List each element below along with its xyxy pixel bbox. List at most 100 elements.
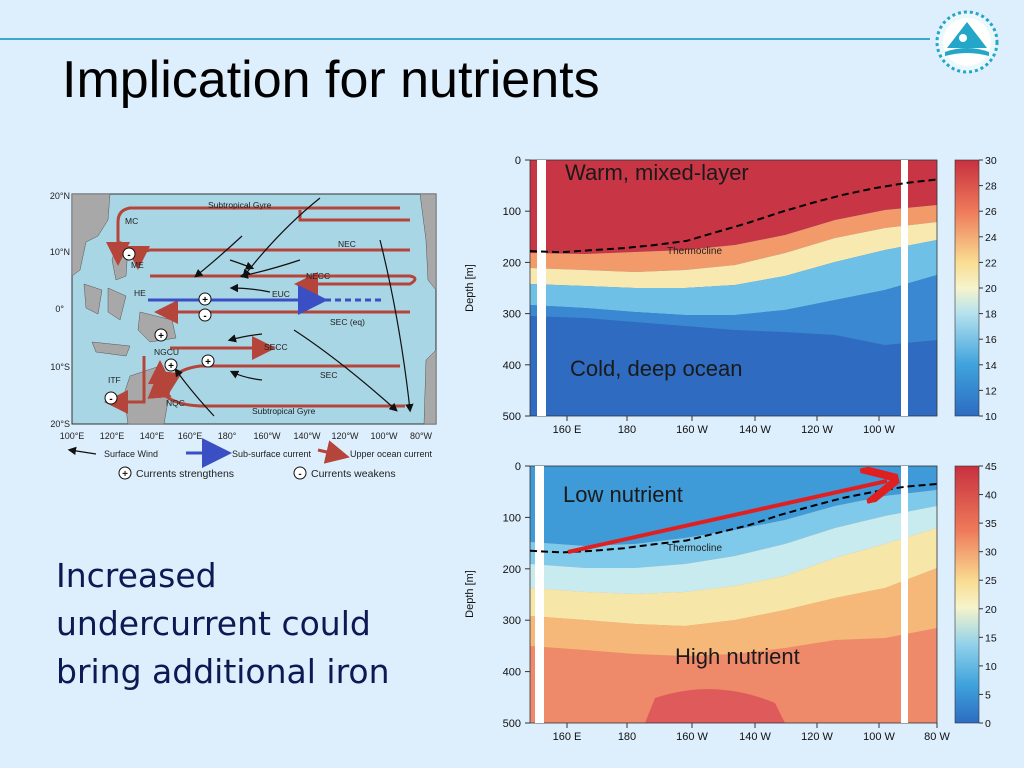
colorbar <box>954 465 980 724</box>
legend-upper: Upper ocean current <box>350 449 433 459</box>
minus-sign: - <box>127 250 130 261</box>
colorbar-tick-label: 22 <box>985 257 997 269</box>
current-strengthens-marker <box>198 292 212 306</box>
colorbar <box>954 159 980 417</box>
thermocline-line <box>529 178 938 254</box>
annotation-low-nutrient: Low nutrient <box>563 482 683 507</box>
nutrient-section-chart: Thermocline Low nutrient High nutrient 0… <box>464 461 997 743</box>
colorbar-tick-label: 45 <box>985 461 997 473</box>
lat-label: 20°S <box>50 419 70 429</box>
slide-title: Implication for nutrients <box>62 51 600 109</box>
title-underline <box>0 38 930 40</box>
legend-plus: + <box>122 469 128 480</box>
current-strengthens-marker <box>201 354 215 368</box>
missing-data-strip <box>535 466 544 723</box>
legend-surface-wind: Surface Wind <box>104 449 158 459</box>
minus-sign: - <box>109 394 112 405</box>
missing-data-strip <box>901 466 908 723</box>
thermocline-label: Thermocline <box>667 246 722 257</box>
current-label: ITF <box>108 375 121 385</box>
y-tick-label: 0 <box>515 155 521 167</box>
x-tick-label: 100 W <box>863 424 895 436</box>
colorbar-tick-label: 30 <box>985 547 997 559</box>
x-tick-label: 160 W <box>676 424 708 436</box>
y-tick-label: 500 <box>503 718 521 730</box>
surface-winds <box>174 197 414 417</box>
current-label: NQC <box>166 398 185 408</box>
current-weakens-marker <box>122 247 136 261</box>
current-label: Subtropical Gyre <box>252 406 316 416</box>
lon-label: 140°E <box>140 431 165 441</box>
lon-label: 140°W <box>293 431 321 441</box>
y-tick-label: 200 <box>503 257 521 269</box>
y-axis-label: Depth [m] <box>464 570 476 618</box>
lon-label: 100°E <box>60 431 85 441</box>
annotation-warm-layer: Warm, mixed-layer <box>565 160 749 185</box>
lon-label: 80°W <box>410 431 433 441</box>
colorbar-tick-label: 14 <box>985 360 997 372</box>
colorbar-tick-label: 15 <box>985 632 997 644</box>
colorbar-tick-label: 24 <box>985 232 997 244</box>
lon-label: 120°W <box>331 431 359 441</box>
plus-sign: + <box>205 357 211 368</box>
map-legend: Surface Wind Sub-surface current Upper o… <box>67 438 433 480</box>
x-tick-label: 80 W <box>924 731 950 743</box>
colorbar-tick-label: 25 <box>985 575 997 587</box>
x-tick-label: 120 W <box>801 424 833 436</box>
slide-body-text: Increased undercurrent could bring addit… <box>56 556 390 691</box>
current-label: HE <box>134 288 146 298</box>
lon-label: 180° <box>218 431 237 441</box>
y-tick-label: 500 <box>503 411 521 423</box>
y-tick-label: 400 <box>503 667 521 679</box>
current-weakens-marker <box>104 391 118 405</box>
plus-sign: + <box>202 295 208 306</box>
colorbar-tick-label: 10 <box>985 661 997 673</box>
x-tick-label: 180 <box>618 424 636 436</box>
y-tick-label: 100 <box>503 512 521 524</box>
missing-data-strip <box>901 160 908 416</box>
y-tick-label: 300 <box>503 615 521 627</box>
colorbar-tick-label: 12 <box>985 385 997 397</box>
colorbar-tick-label: 20 <box>985 283 997 295</box>
lat-label: 10°N <box>50 247 70 257</box>
current-label: EUC <box>272 289 290 299</box>
legend-minus: - <box>298 469 301 480</box>
annotation-high-nutrient: High nutrient <box>675 644 800 669</box>
current-label: NGCU <box>154 347 179 357</box>
thermocline-label: Thermocline <box>667 543 722 554</box>
lon-label: 100°W <box>370 431 398 441</box>
current-label: SEC <box>320 370 337 380</box>
colorbar-tick-label: 26 <box>985 206 997 218</box>
legend-subsurface: Sub-surface current <box>232 449 312 459</box>
current-label: NECC <box>306 271 330 281</box>
plus-sign: + <box>158 331 164 342</box>
lat-label: 0° <box>55 304 64 314</box>
colorbar-tick-label: 30 <box>985 155 997 167</box>
colorbar-tick-label: 35 <box>985 518 997 530</box>
x-tick-label: 180 <box>618 731 636 743</box>
colorbar-tick-label: 40 <box>985 490 997 502</box>
lon-label: 120°E <box>100 431 125 441</box>
legend-weakens: Currents weakens <box>311 468 396 480</box>
y-tick-label: 300 <box>503 309 521 321</box>
current-strengthens-marker <box>164 358 178 372</box>
x-tick-label: 120 W <box>801 731 833 743</box>
current-label: MC <box>125 216 138 226</box>
minus-sign: - <box>203 311 206 322</box>
plus-sign: + <box>168 361 174 372</box>
temperature-section-chart: Thermocline Warm, mixed-layer Cold, deep… <box>464 155 997 436</box>
colorbar-tick-label: 5 <box>985 689 991 701</box>
colorbar-tick-label: 20 <box>985 604 997 616</box>
x-tick-label: 140 W <box>739 424 771 436</box>
x-tick-label: 160 E <box>553 731 582 743</box>
colorbar-tick-label: 18 <box>985 309 997 321</box>
colorbar-tick-label: 10 <box>985 411 997 423</box>
y-tick-label: 0 <box>515 461 521 473</box>
y-tick-label: 100 <box>503 206 521 218</box>
lon-label: 160°E <box>178 431 203 441</box>
x-tick-label: 140 W <box>739 731 771 743</box>
current-strengthens-marker <box>154 328 168 342</box>
y-tick-label: 200 <box>503 564 521 576</box>
current-label: ME <box>131 260 144 270</box>
y-axis-label: Depth [m] <box>464 264 476 312</box>
